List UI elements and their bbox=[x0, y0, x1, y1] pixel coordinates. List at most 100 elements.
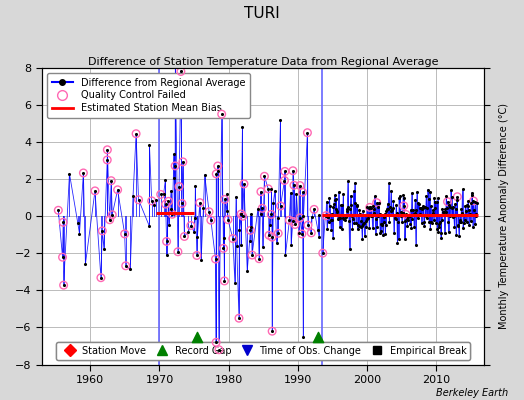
Point bbox=[336, 215, 345, 222]
Point bbox=[214, 163, 222, 169]
Text: TURI: TURI bbox=[244, 6, 280, 21]
Point bbox=[255, 256, 263, 262]
Point bbox=[424, 196, 433, 202]
Point bbox=[223, 207, 231, 214]
Point bbox=[268, 328, 276, 334]
Point bbox=[322, 198, 331, 205]
Point bbox=[383, 206, 391, 212]
Point bbox=[468, 191, 476, 198]
Point bbox=[108, 212, 116, 218]
Point bbox=[343, 206, 352, 212]
Point bbox=[157, 191, 165, 198]
Title: Difference of Station Temperature Data from Regional Average: Difference of Station Temperature Data f… bbox=[88, 57, 439, 67]
Point bbox=[292, 191, 301, 197]
Point bbox=[391, 214, 399, 221]
Point bbox=[162, 238, 171, 245]
Point bbox=[466, 218, 475, 224]
Point bbox=[75, 230, 84, 237]
Point bbox=[314, 226, 322, 233]
Point bbox=[170, 151, 178, 158]
Point bbox=[147, 198, 156, 204]
Point bbox=[162, 252, 171, 259]
Point bbox=[171, 163, 179, 169]
Point bbox=[445, 213, 454, 219]
Point bbox=[452, 232, 461, 239]
Point bbox=[367, 212, 375, 219]
Point bbox=[457, 206, 465, 212]
Point bbox=[147, 198, 156, 204]
Point bbox=[443, 198, 452, 205]
Point bbox=[134, 196, 143, 203]
Point bbox=[265, 232, 273, 238]
Point bbox=[337, 202, 345, 208]
Point bbox=[408, 216, 417, 222]
Point bbox=[413, 214, 422, 221]
Point bbox=[392, 202, 400, 209]
Point bbox=[465, 222, 473, 228]
Point bbox=[321, 212, 330, 218]
Point bbox=[465, 207, 474, 214]
Point bbox=[439, 212, 447, 218]
Point bbox=[233, 243, 241, 249]
Point bbox=[267, 211, 276, 218]
Point bbox=[339, 214, 347, 221]
Point bbox=[462, 219, 471, 225]
Point bbox=[103, 146, 112, 153]
Point bbox=[213, 168, 222, 174]
Point bbox=[121, 231, 129, 237]
Point bbox=[145, 142, 154, 148]
Point bbox=[440, 209, 448, 216]
Point bbox=[187, 222, 195, 229]
Point bbox=[407, 207, 415, 213]
Point bbox=[369, 203, 377, 209]
Point bbox=[351, 200, 359, 206]
Point bbox=[386, 204, 394, 210]
Point bbox=[291, 221, 299, 228]
Point bbox=[355, 207, 364, 214]
Point bbox=[177, 68, 185, 75]
Point bbox=[191, 215, 199, 221]
Point bbox=[59, 282, 68, 288]
Point bbox=[352, 220, 360, 226]
Point bbox=[424, 186, 432, 193]
Point bbox=[378, 222, 387, 228]
Point bbox=[453, 196, 461, 203]
Point bbox=[255, 256, 263, 262]
Point bbox=[240, 181, 248, 187]
Point bbox=[412, 242, 420, 248]
Point bbox=[298, 231, 306, 237]
Point bbox=[245, 238, 254, 244]
Point bbox=[303, 130, 312, 136]
Point bbox=[451, 201, 459, 207]
Point bbox=[73, 220, 82, 226]
Point bbox=[258, 205, 267, 212]
Point bbox=[122, 263, 130, 269]
Point bbox=[463, 202, 471, 208]
Point bbox=[237, 211, 245, 217]
Point bbox=[299, 213, 308, 219]
Point bbox=[211, 256, 220, 262]
Point bbox=[392, 210, 401, 216]
Point bbox=[98, 228, 106, 234]
Point bbox=[178, 200, 186, 207]
Point bbox=[215, 346, 223, 353]
Point bbox=[346, 192, 355, 199]
Point bbox=[441, 206, 450, 213]
Point bbox=[471, 221, 479, 227]
Point bbox=[178, 200, 186, 207]
Point bbox=[372, 231, 380, 238]
Point bbox=[395, 236, 403, 242]
Point bbox=[344, 204, 353, 211]
Point bbox=[410, 224, 418, 230]
Point bbox=[165, 222, 173, 228]
Point bbox=[254, 206, 262, 212]
Point bbox=[325, 194, 334, 201]
Point bbox=[197, 257, 205, 264]
Point bbox=[419, 204, 428, 211]
Point bbox=[97, 274, 105, 281]
Point bbox=[456, 219, 465, 226]
Point bbox=[430, 217, 438, 223]
Point bbox=[171, 163, 179, 169]
Point bbox=[343, 208, 351, 214]
Point bbox=[175, 183, 183, 190]
